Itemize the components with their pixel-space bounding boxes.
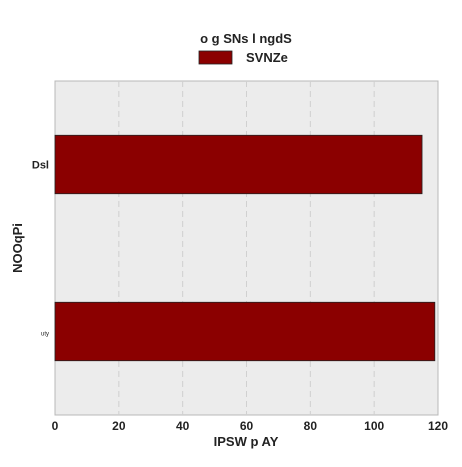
category-labels: Dsl uty [32, 160, 49, 338]
bar [54, 301, 436, 362]
axis-ticks: 0 20 40 60 80 100 120 [52, 419, 449, 433]
x-tick-label: 0 [52, 419, 59, 433]
x-tick-label: 20 [112, 419, 126, 433]
chart-title: o g SNs l ngdS [200, 31, 292, 46]
x-tick-label: 120 [428, 419, 448, 433]
legend-swatch [198, 50, 233, 65]
y-tick-label: uty [41, 332, 49, 338]
bar [54, 134, 423, 195]
x-tick-label: 60 [240, 419, 254, 433]
bars [54, 134, 436, 362]
y-axis-label: NOOqPi [10, 223, 25, 273]
legend-label: SVNZe [246, 50, 288, 65]
x-tick-label: 80 [304, 419, 318, 433]
y-tick-label: Dsl [32, 160, 49, 172]
x-tick-label: 40 [176, 419, 190, 433]
x-tick-label: 100 [364, 419, 384, 433]
legend: SVNZe [198, 50, 288, 65]
x-axis-label: IPSW p AY [214, 434, 279, 449]
